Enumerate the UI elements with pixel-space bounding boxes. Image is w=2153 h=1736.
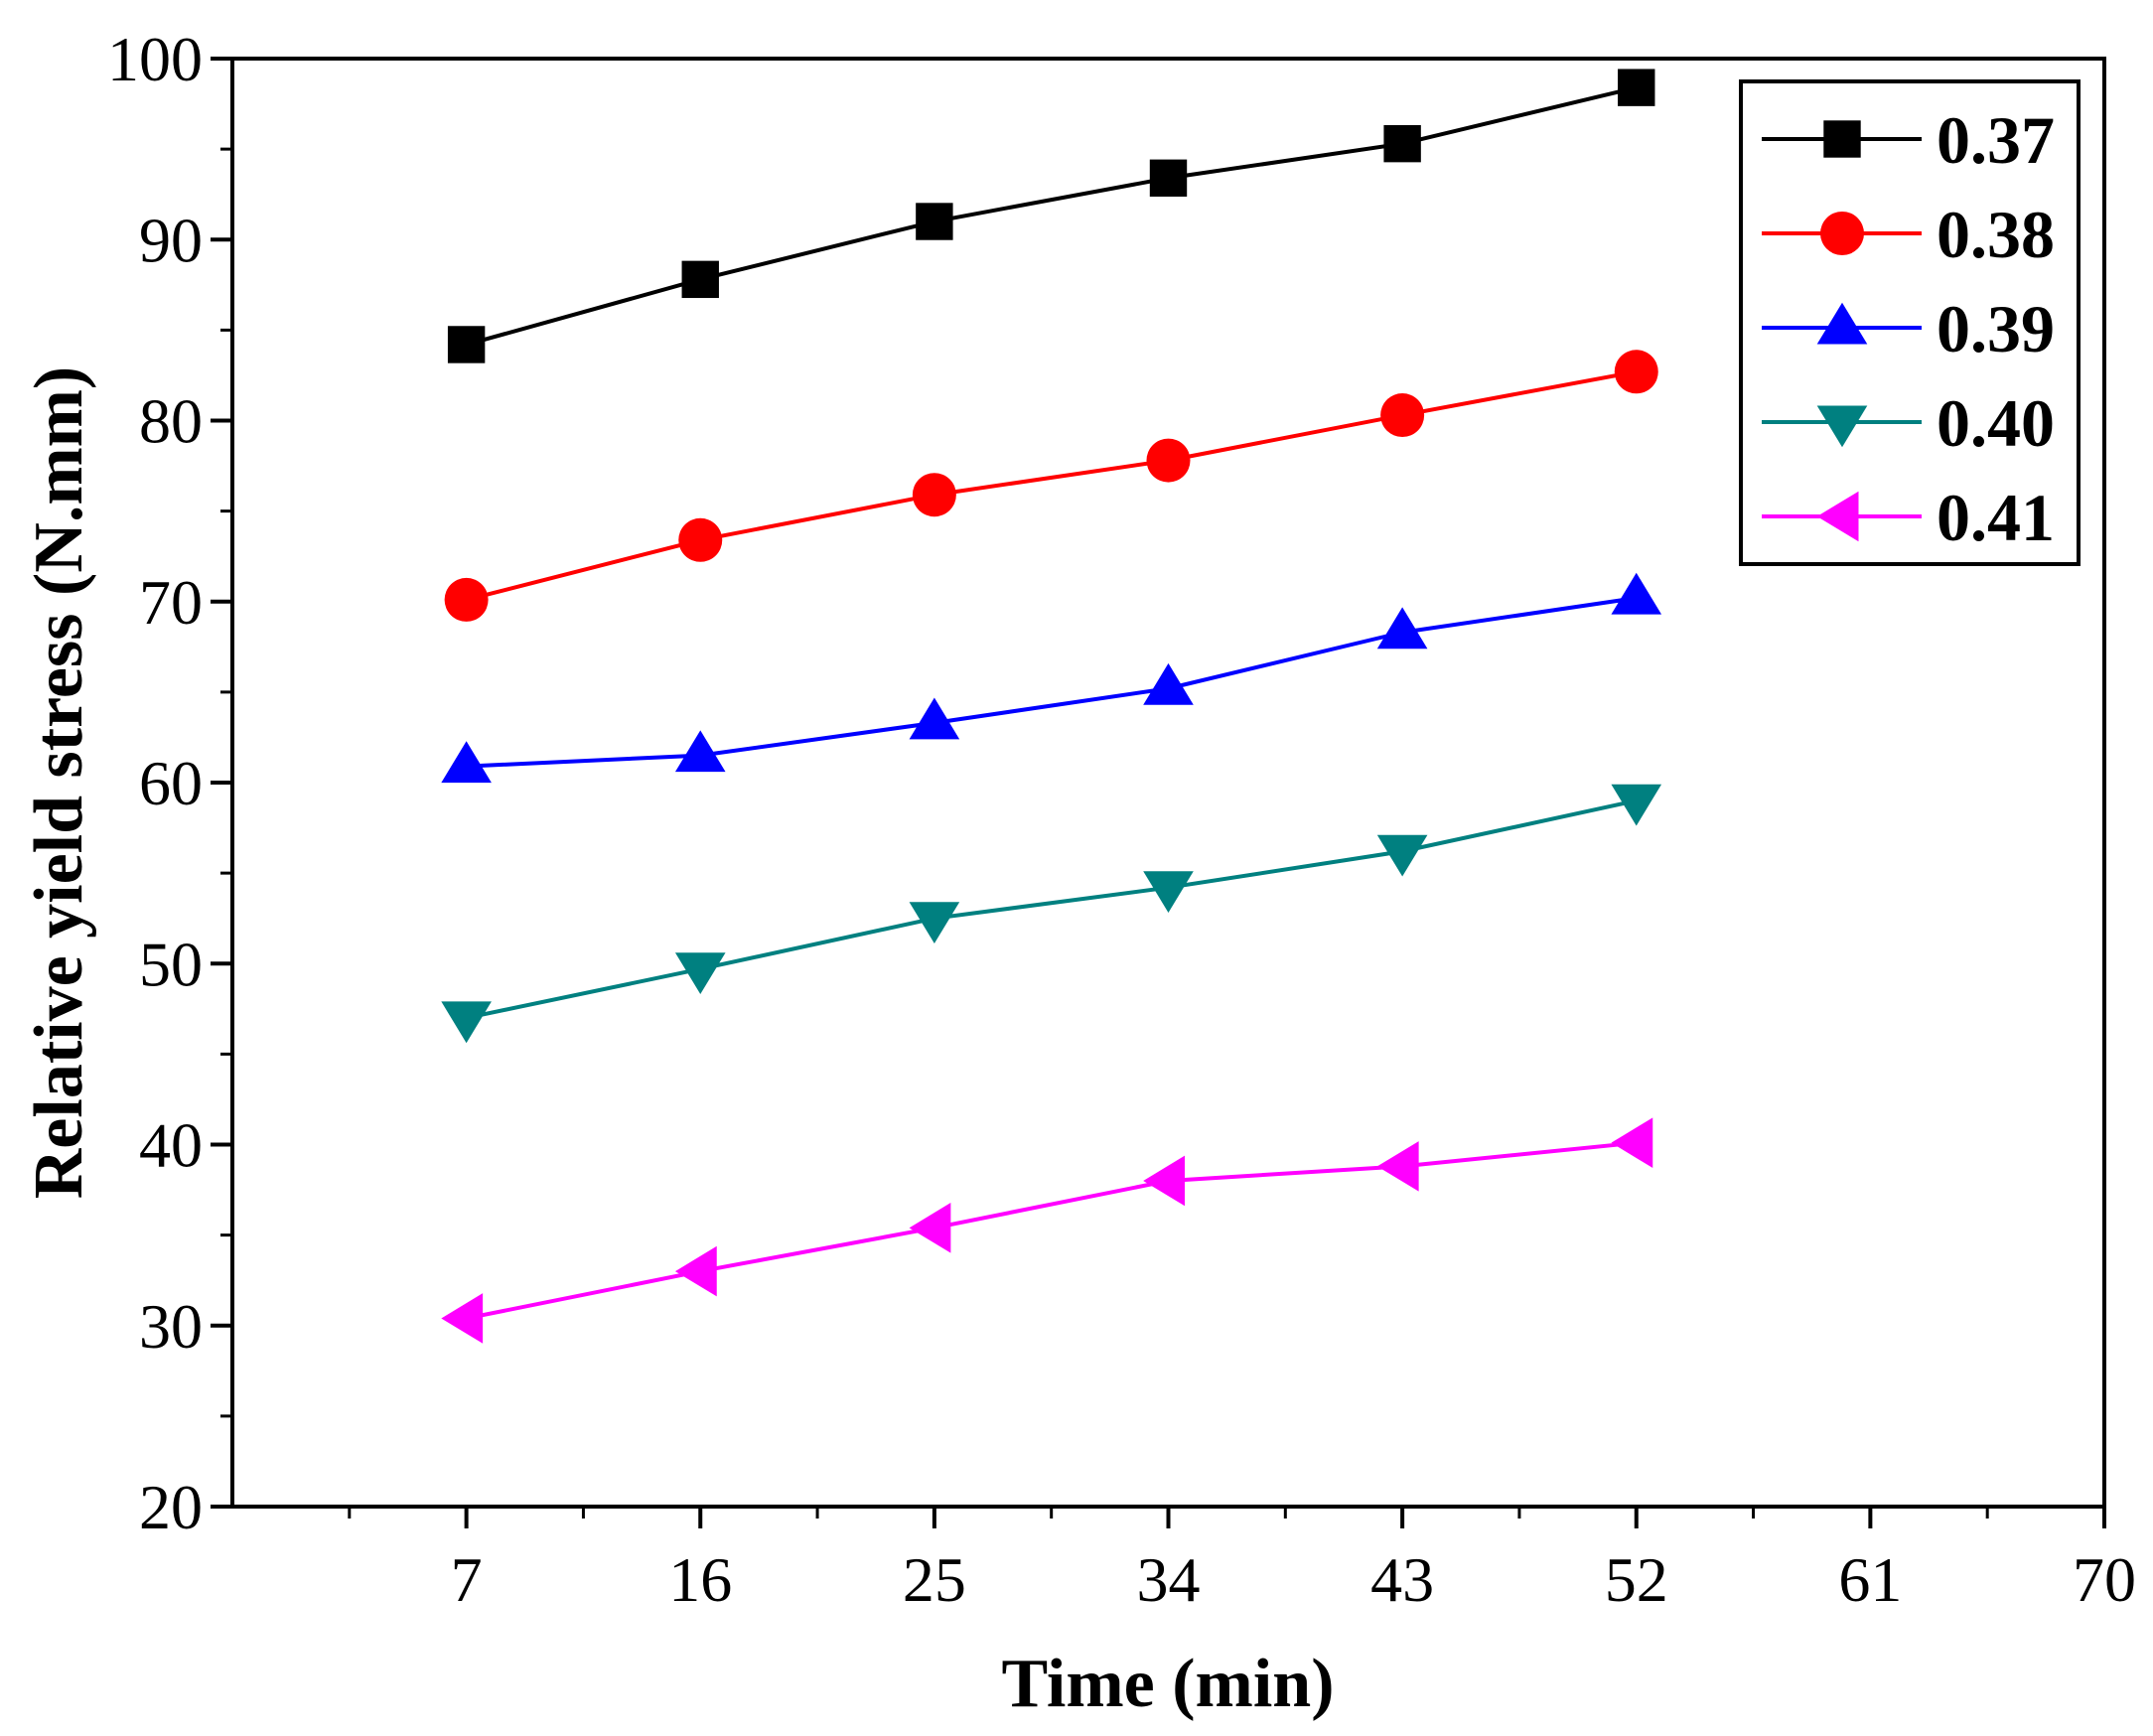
x-tick-label: 52 <box>1605 1544 1668 1615</box>
y-tick-label: 90 <box>139 205 203 275</box>
data-point <box>1146 438 1191 483</box>
series-line <box>466 1140 1637 1321</box>
series-line <box>466 798 1638 1020</box>
legend-marker <box>1816 491 1859 542</box>
data-point <box>909 697 960 740</box>
series-0.38 <box>444 350 1658 622</box>
x-tick-label: 7 <box>451 1544 483 1615</box>
legend-label: 0.39 <box>1937 291 2055 366</box>
data-point <box>1383 124 1421 163</box>
y-tick-label: 100 <box>107 24 203 94</box>
legend-item-0.40: 0.40 <box>1762 385 2055 461</box>
x-tick-label: 34 <box>1137 1544 1201 1615</box>
y-tick-label: 60 <box>139 748 203 818</box>
data-point <box>1376 834 1428 877</box>
legend-marker <box>1816 302 1868 345</box>
data-point <box>681 260 719 299</box>
data-point <box>441 1001 492 1044</box>
y-tick-label: 50 <box>139 929 203 999</box>
series-layer <box>441 69 1662 1344</box>
data-point <box>1611 1117 1653 1168</box>
legend-label: 0.38 <box>1937 197 2055 272</box>
series-0.37 <box>447 69 1655 363</box>
series-line <box>466 369 1638 602</box>
y-tick-label: 20 <box>139 1472 203 1542</box>
x-tick-label: 16 <box>668 1544 732 1615</box>
x-tick-label: 70 <box>2073 1544 2136 1615</box>
legend-label: 0.41 <box>1937 480 2055 555</box>
data-point <box>1376 1141 1419 1192</box>
x-tick-label: 61 <box>1838 1544 1902 1615</box>
legend-item-0.39: 0.39 <box>1762 291 2055 366</box>
data-point <box>1614 350 1658 394</box>
series-line <box>466 596 1638 769</box>
legend-item-0.37: 0.37 <box>1762 102 2055 178</box>
x-axis-title: Time (min) <box>1001 1646 1334 1722</box>
data-point <box>674 1245 717 1297</box>
series-0.39 <box>441 572 1662 784</box>
legend-item-0.38: 0.38 <box>1762 197 2055 272</box>
data-point <box>1143 1155 1185 1207</box>
data-point <box>1143 871 1194 914</box>
data-point <box>441 741 492 784</box>
legend-label: 0.40 <box>1937 385 2055 461</box>
legend: 0.37 0.38 0.39 0.40 0.41 <box>1739 79 2081 566</box>
data-point <box>912 473 956 517</box>
y-tick-label: 30 <box>139 1291 203 1362</box>
legend-marker <box>1823 120 1861 158</box>
axes: 7 16 25 34 43 52 61 70 20 30 40 50 60 70 80 90 100 <box>107 24 2136 1615</box>
data-point <box>1611 572 1662 615</box>
data-point <box>444 577 489 622</box>
data-point <box>1149 159 1188 197</box>
data-point <box>674 952 726 995</box>
y-axis-title: Relative yield stress (N.mm) <box>21 366 97 1200</box>
series-0.41 <box>441 1117 1653 1344</box>
data-point <box>1376 607 1428 650</box>
y-tick-label: 40 <box>139 1110 203 1181</box>
data-point <box>916 203 953 240</box>
legend-marker <box>1816 405 1868 448</box>
legend-marker <box>1820 212 1864 255</box>
series-0.40 <box>441 784 1662 1044</box>
legend-box <box>1739 79 2081 566</box>
data-point <box>447 326 486 363</box>
data-point <box>1611 784 1662 826</box>
data-point <box>1380 393 1425 438</box>
legend-label: 0.37 <box>1937 102 2055 178</box>
x-tick-label: 43 <box>1370 1544 1434 1615</box>
data-point <box>678 517 723 562</box>
x-tick-label: 25 <box>903 1544 966 1615</box>
data-point <box>441 1293 484 1344</box>
data-point <box>909 1203 951 1253</box>
legend-item-0.41: 0.41 <box>1762 480 2055 555</box>
data-point <box>909 902 960 943</box>
data-point <box>1143 662 1194 705</box>
data-point <box>1618 69 1655 106</box>
y-tick-label: 80 <box>139 386 203 457</box>
series-line <box>466 85 1638 347</box>
y-tick-label: 70 <box>139 567 203 638</box>
data-point <box>674 730 726 773</box>
